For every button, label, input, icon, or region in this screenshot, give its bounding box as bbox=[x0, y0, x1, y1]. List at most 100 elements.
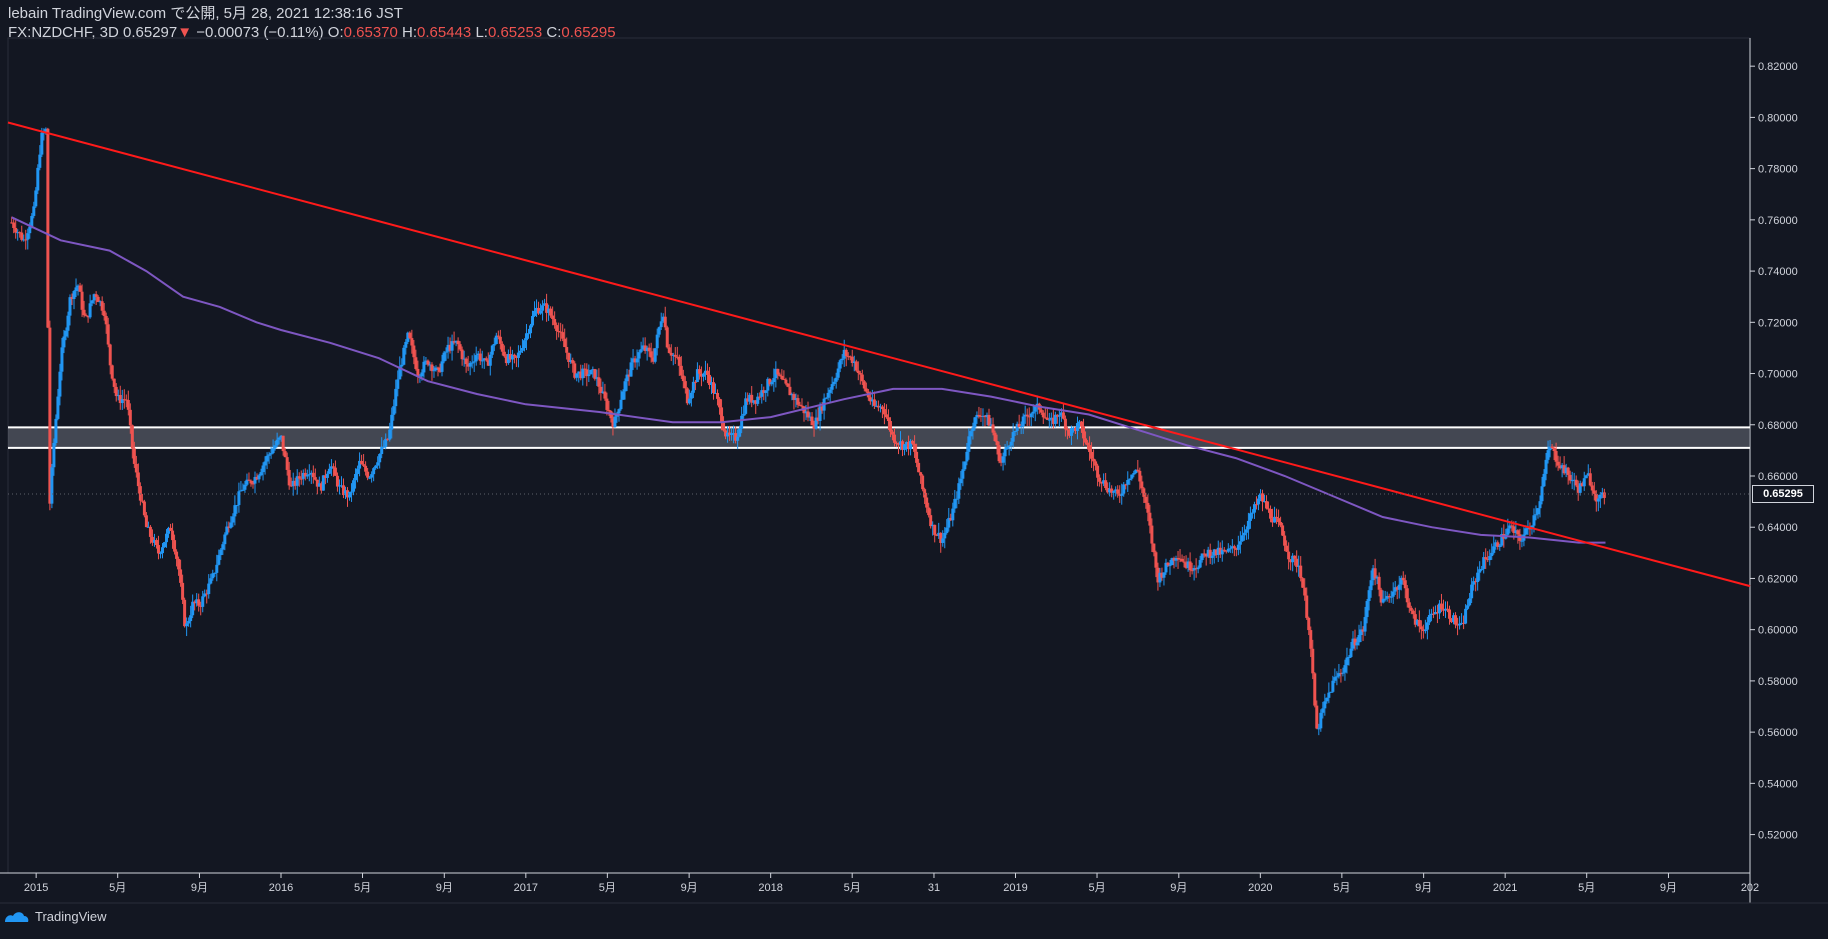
candle-body bbox=[1417, 619, 1421, 627]
candle-body bbox=[1238, 541, 1242, 545]
candle-body bbox=[1182, 561, 1186, 563]
candle-body bbox=[1021, 416, 1025, 427]
candle-body bbox=[187, 621, 191, 624]
candle-body bbox=[1291, 555, 1295, 563]
candle-body bbox=[762, 390, 766, 393]
candle-body bbox=[26, 233, 30, 240]
x-tick-label: 2019 bbox=[1003, 882, 1027, 894]
candle-body bbox=[1114, 489, 1118, 492]
candle-body bbox=[1126, 479, 1130, 485]
candle-body bbox=[1228, 548, 1232, 550]
candle-body bbox=[854, 361, 858, 371]
candle-body bbox=[573, 363, 577, 378]
candle-body bbox=[1077, 421, 1081, 424]
candle-body bbox=[1295, 558, 1299, 567]
candle-body bbox=[1548, 446, 1552, 451]
candle-body bbox=[1019, 426, 1023, 428]
candle-body bbox=[1409, 607, 1413, 611]
candle-body bbox=[826, 392, 830, 398]
candle-body bbox=[1462, 622, 1466, 624]
candle-body bbox=[452, 341, 456, 343]
candle-body bbox=[247, 479, 251, 481]
candle-body bbox=[1132, 473, 1136, 475]
candle-body bbox=[1520, 540, 1524, 542]
candle-body bbox=[1353, 638, 1357, 646]
x-tick-label: 5月 bbox=[1578, 882, 1595, 894]
candle-body bbox=[205, 593, 209, 595]
candle-body bbox=[790, 394, 794, 396]
candle-body bbox=[1369, 580, 1373, 591]
candle-body bbox=[10, 222, 14, 224]
candle-body bbox=[1104, 480, 1108, 489]
candle-body bbox=[1279, 521, 1283, 526]
candle-body bbox=[1088, 445, 1092, 452]
price-change: −0.00073 (−0.11%) bbox=[196, 24, 324, 41]
candle-body bbox=[846, 356, 850, 358]
candle-body bbox=[327, 468, 331, 474]
candle-body bbox=[661, 316, 665, 322]
candle-body bbox=[470, 362, 474, 364]
candle-body bbox=[122, 399, 126, 401]
candle-body bbox=[1216, 547, 1220, 555]
candle-body bbox=[66, 315, 70, 331]
candle-body bbox=[440, 361, 444, 372]
candle-body bbox=[1405, 588, 1409, 603]
candle-body bbox=[691, 381, 695, 393]
candle-body bbox=[142, 501, 146, 516]
candle-body bbox=[1588, 473, 1592, 486]
candle-body bbox=[1385, 596, 1389, 599]
candle-body bbox=[225, 526, 229, 535]
candle-body bbox=[730, 433, 734, 436]
candle-body bbox=[1498, 545, 1502, 547]
candle-body bbox=[1015, 423, 1019, 431]
candle-body bbox=[1106, 488, 1110, 493]
candle-body bbox=[1212, 549, 1216, 556]
candle-body bbox=[263, 461, 267, 466]
candle-body bbox=[368, 477, 372, 479]
candle-body bbox=[907, 442, 911, 450]
candle-body bbox=[1562, 465, 1566, 474]
x-tick-label: 9月 bbox=[436, 882, 453, 894]
candle-body bbox=[181, 582, 185, 600]
candle-body bbox=[726, 432, 730, 437]
candle-body bbox=[555, 325, 559, 332]
candle-body bbox=[412, 345, 416, 358]
candle-body bbox=[426, 360, 430, 365]
candle-body bbox=[382, 446, 386, 448]
candle-body bbox=[1148, 512, 1152, 526]
candle-body bbox=[752, 400, 756, 403]
x-tick-label: 2016 bbox=[269, 882, 293, 894]
candle-body bbox=[195, 599, 199, 604]
candle-body bbox=[321, 475, 325, 491]
candle-body bbox=[617, 409, 621, 414]
candle-body bbox=[1112, 491, 1116, 493]
candle-body bbox=[1596, 498, 1600, 502]
candle-body bbox=[169, 527, 173, 531]
candle-body bbox=[1007, 445, 1011, 447]
candle-body bbox=[1516, 530, 1520, 535]
candle-body bbox=[227, 526, 231, 528]
candle-body bbox=[1168, 565, 1172, 567]
x-tick-label: 2017 bbox=[514, 882, 538, 894]
candle-body bbox=[818, 406, 822, 421]
candle-body bbox=[884, 414, 888, 418]
candle-body bbox=[484, 358, 488, 361]
candle-body bbox=[687, 398, 691, 404]
candle-body bbox=[150, 536, 154, 543]
candle-body bbox=[766, 378, 770, 391]
candle-body bbox=[255, 476, 259, 480]
candle-body bbox=[1222, 549, 1226, 551]
candle-body bbox=[384, 438, 388, 447]
candle-body bbox=[261, 465, 265, 473]
candle-body bbox=[1329, 691, 1333, 693]
candle-body bbox=[1570, 480, 1574, 482]
candle-body bbox=[54, 418, 58, 443]
candle-body bbox=[1045, 417, 1049, 420]
y-tick-label: 0.60000 bbox=[1758, 625, 1798, 637]
candle-body bbox=[862, 381, 866, 389]
candle-body bbox=[571, 360, 575, 364]
candle-body bbox=[639, 349, 643, 353]
candle-body bbox=[1252, 504, 1256, 513]
tradingview-footer[interactable]: TradingView bbox=[4, 909, 107, 924]
